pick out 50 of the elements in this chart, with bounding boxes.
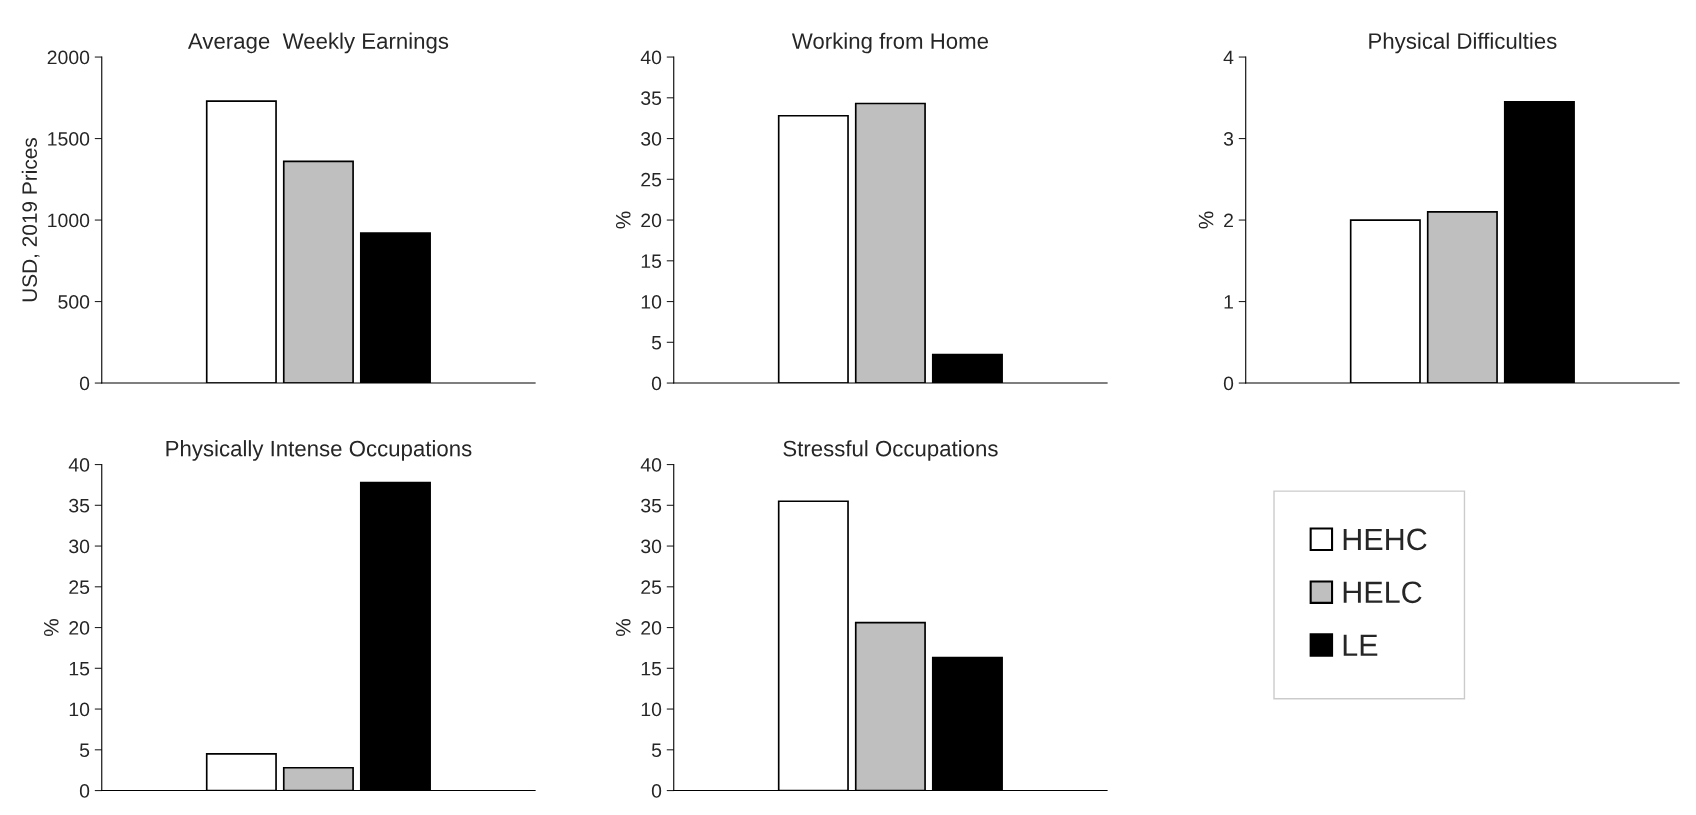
chart-title: Stressful Occupations — [783, 440, 998, 461]
y-axis-title: % — [43, 619, 59, 637]
y-tick-label: 1000 — [48, 213, 90, 228]
y-tick-label: 40 — [640, 458, 662, 472]
y-tick-label: 500 — [58, 295, 90, 309]
y-tick-label: 35 — [641, 498, 662, 513]
y-tick-label: 0 — [1223, 376, 1234, 391]
y-tick-label: 10 — [69, 702, 90, 717]
chart-title: Physical Difficulties — [1369, 32, 1557, 54]
y-tick-label: 30 — [641, 132, 662, 146]
y-tick-label: 25 — [641, 172, 662, 187]
y-tick-label: 5 — [79, 743, 90, 758]
y-tick-label: 40 — [68, 458, 90, 472]
y-tick-label: 4 — [1223, 50, 1234, 65]
y-tick-label: 0 — [79, 784, 90, 798]
y-axis-title: % — [1198, 211, 1214, 229]
y-tick-label: 25 — [641, 580, 662, 595]
y-tick-label: 20 — [641, 213, 662, 228]
chart-title: Working from Home — [791, 32, 989, 54]
chart-title: Physically Intense Occupations — [166, 440, 472, 461]
y-tick-label: 20 — [641, 621, 662, 635]
y-tick-label: 3 — [1223, 132, 1234, 146]
y-tick-label: 1500 — [48, 132, 90, 146]
y-tick-label: 0 — [79, 376, 90, 391]
y-axis-title: % — [615, 619, 631, 637]
y-tick-label: 30 — [641, 539, 662, 554]
y-tick-label: 0 — [651, 784, 662, 798]
y-tick-label: 30 — [69, 539, 90, 554]
y-tick-label: 10 — [641, 702, 662, 717]
y-tick-label: 35 — [641, 91, 662, 106]
legend-label: HELC — [1343, 581, 1422, 604]
y-tick-label: 0 — [651, 376, 662, 391]
y-tick-label: 5 — [651, 335, 662, 350]
y-tick-label: 10 — [641, 295, 662, 309]
legend-label: HEHC — [1343, 528, 1427, 551]
y-tick-label: 15 — [641, 661, 662, 676]
y-tick-label: 2000 — [47, 50, 90, 65]
y-axis-title: USD, 2019 Prices — [21, 138, 40, 302]
y-tick-label: 25 — [69, 580, 90, 595]
y-tick-label: 20 — [69, 621, 90, 635]
y-tick-label: 40 — [640, 50, 662, 65]
y-axis-title: % — [615, 211, 631, 229]
y-tick-label: 15 — [69, 661, 90, 676]
y-tick-label: 35 — [69, 498, 90, 513]
legend-label: LE — [1343, 634, 1378, 656]
y-tick-label: 15 — [641, 254, 662, 269]
y-tick-label: 5 — [651, 743, 662, 758]
y-tick-label: 2 — [1224, 213, 1233, 228]
chart-title: Average Weekly Earnings — [187, 32, 449, 54]
y-tick-label: 1 — [1224, 295, 1233, 309]
